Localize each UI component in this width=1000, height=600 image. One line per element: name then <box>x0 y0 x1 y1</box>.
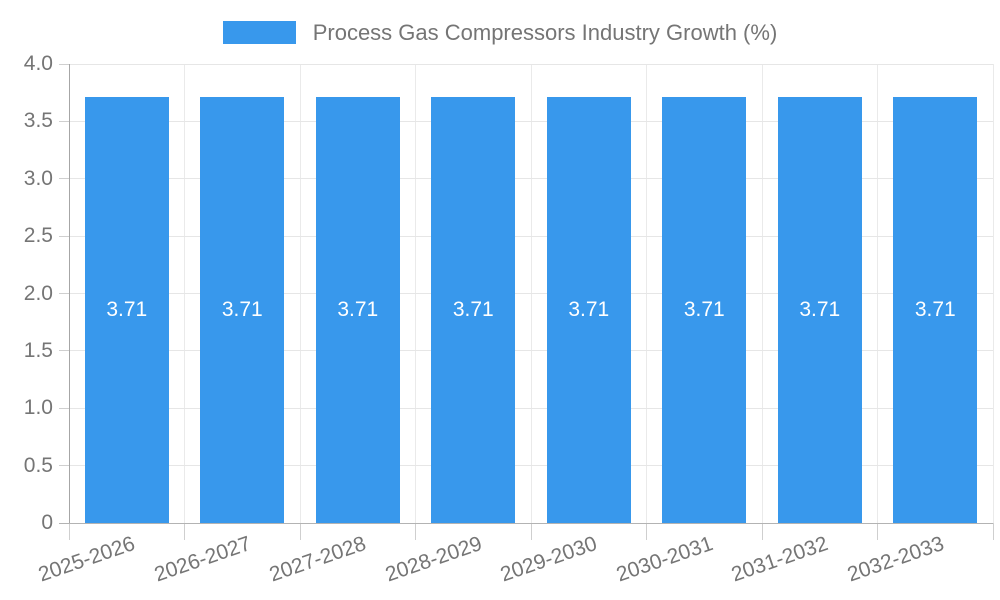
y-tick-label: 2.5 <box>23 224 53 248</box>
bar-2030-2031[interactable] <box>662 97 747 523</box>
x-axis-tick <box>646 523 647 540</box>
x-tick-label: 2027-2028 <box>266 532 370 587</box>
x-tick-label: 2031-2032 <box>728 532 832 587</box>
x-tick-label: 2029-2030 <box>497 532 601 587</box>
x-axis-tick <box>530 523 532 540</box>
bar-2027-2028[interactable] <box>315 97 400 523</box>
bar-2025-2026[interactable] <box>84 97 169 523</box>
x-axis-tick <box>761 523 763 540</box>
x-axis-tick <box>184 523 185 540</box>
bar-2029-2030[interactable] <box>546 97 631 523</box>
y-tick-label: 1.0 <box>23 396 53 420</box>
y-tick-label: 3.5 <box>23 109 53 133</box>
y-axis-line <box>68 64 70 523</box>
y-tick-label: 1.5 <box>23 338 53 362</box>
x-tick-label: 2030-2031 <box>613 532 716 587</box>
y-tick-label: 3.0 <box>23 166 53 190</box>
x-axis-tick <box>877 523 878 540</box>
x-tick-label: 2032-2033 <box>844 532 947 587</box>
x-axis-tick <box>415 523 416 540</box>
x-axis-line <box>59 522 993 524</box>
x-axis-tick <box>68 523 70 540</box>
y-axis-tick <box>59 293 69 294</box>
y-tick-label: 2.0 <box>23 281 53 305</box>
bar-2032-2033[interactable] <box>893 97 978 523</box>
horizontal-gridline <box>69 407 993 409</box>
bar-2028-2029[interactable] <box>431 97 516 523</box>
horizontal-gridline <box>69 350 993 352</box>
y-axis-tick <box>59 465 69 467</box>
y-axis-tick <box>59 178 69 180</box>
x-tick-label: 2025-2026 <box>35 532 139 587</box>
bar-2026-2027[interactable] <box>200 97 285 523</box>
horizontal-gridline <box>69 178 993 180</box>
horizontal-gridline <box>69 120 993 122</box>
y-axis-tick <box>59 120 69 122</box>
y-tick-label: 0.5 <box>23 453 53 477</box>
horizontal-gridline <box>69 63 993 65</box>
horizontal-gridline <box>69 293 993 294</box>
legend-item[interactable]: Process Gas Compressors Industry Growth … <box>0 20 1000 45</box>
vertical-gridline <box>992 64 994 523</box>
x-axis-tick <box>299 523 301 540</box>
x-tick-label: 2028-2029 <box>382 532 485 587</box>
horizontal-gridline <box>69 235 993 237</box>
y-axis-tick <box>59 350 69 352</box>
y-axis-tick <box>59 63 69 65</box>
y-axis-tick <box>59 407 69 409</box>
legend-label: Process Gas Compressors Industry Growth … <box>312 20 778 45</box>
x-tick-label: 2026-2027 <box>151 532 254 587</box>
x-axis-tick <box>992 523 994 540</box>
y-tick-label: 4.0 <box>23 52 53 75</box>
bar-2031-2032[interactable] <box>777 97 862 523</box>
y-tick-label: 0 <box>41 511 53 534</box>
horizontal-gridline <box>69 465 993 467</box>
legend-swatch <box>222 21 296 44</box>
y-axis-tick <box>59 235 69 237</box>
